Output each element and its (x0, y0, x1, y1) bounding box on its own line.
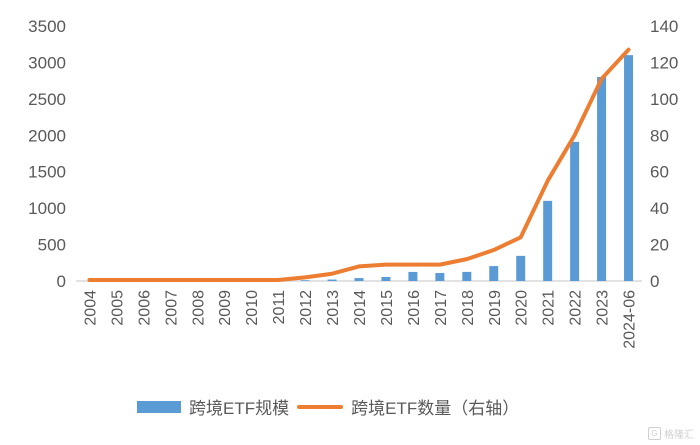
x-axis-labels: 2004 2005 2006 2007 2008 2009 2010 2011 2012 2013… (82, 290, 638, 349)
x-axis-tick: 2019 (487, 290, 504, 326)
x-axis-tick: 2010 (244, 290, 261, 326)
bar (624, 55, 634, 282)
x-axis-tick: 2013 (325, 290, 342, 326)
right-axis-tick: 60 (650, 163, 669, 182)
left-axis-tick: 1500 (28, 163, 66, 182)
watermark: G 格隆汇 (648, 426, 694, 441)
right-axis-tick: 140 (650, 17, 678, 36)
x-axis-tick: 2008 (190, 290, 207, 326)
left-axis-tick: 3500 (28, 17, 66, 36)
left-axis-tick: 3000 (28, 53, 66, 72)
right-axis-tick: 120 (650, 53, 678, 72)
bar-swatch-icon (137, 400, 181, 413)
right-axis-tick: 0 (650, 272, 659, 291)
x-axis-tick: 2024-06 (622, 290, 639, 349)
x-axis-tick: 2014 (352, 290, 369, 326)
bar (462, 271, 472, 281)
combo-chart: 0 500 1000 1500 2000 2500 3000 3500 0 20 40 60 80 10… (28, 17, 678, 349)
bar (597, 77, 607, 281)
x-axis-tick: 2017 (433, 290, 450, 326)
x-axis-tick: 2011 (271, 290, 288, 325)
x-axis-tick: 2020 (514, 290, 531, 326)
right-axis-tick: 80 (650, 126, 669, 145)
x-axis-tick: 2007 (163, 290, 180, 326)
legend: 跨境ETF规模 跨境ETF数量（右轴） (137, 394, 527, 419)
right-y-axis: 0 20 40 60 80 100 120 140 (650, 17, 678, 291)
watermark-text: 格隆汇 (664, 430, 694, 441)
legend-bar-label: 跨境ETF规模 (189, 399, 290, 418)
x-axis-tick: 2021 (541, 290, 558, 326)
left-axis-tick: 500 (38, 236, 66, 255)
bar (435, 272, 445, 281)
x-axis-tick: 2004 (82, 290, 99, 326)
left-axis-tick: 2500 (28, 90, 66, 109)
bar (354, 278, 364, 281)
legend-item-bar: 跨境ETF规模 (137, 394, 289, 419)
bar (300, 280, 310, 281)
x-axis-tick: 2023 (595, 290, 612, 326)
watermark-logo-icon: G (648, 427, 661, 440)
bar (489, 266, 499, 281)
bar (516, 255, 526, 281)
bar (408, 271, 418, 281)
right-axis-tick: 100 (650, 90, 678, 109)
line-swatch-icon (297, 404, 344, 409)
left-axis-tick: 1000 (28, 199, 66, 218)
legend-item-line: 跨境ETF数量（右轴） (297, 394, 519, 419)
left-axis-tick: 2000 (28, 126, 66, 145)
legend-line-label: 跨境ETF数量（右轴） (351, 399, 520, 418)
right-axis-tick: 20 (650, 236, 669, 255)
x-axis-tick: 2022 (568, 290, 585, 326)
x-axis-tick: 2016 (406, 290, 423, 326)
bar-series (300, 55, 634, 282)
x-axis-tick: 2012 (298, 290, 315, 326)
x-axis-tick: 2015 (379, 290, 396, 326)
x-axis-tick: 2018 (460, 290, 477, 326)
bar (543, 200, 553, 281)
bar (570, 141, 580, 281)
x-axis-tick: 2009 (217, 290, 234, 326)
right-axis-tick: 40 (650, 199, 669, 218)
line-series (87, 47, 631, 282)
left-y-axis: 0 500 1000 1500 2000 2500 3000 3500 (28, 17, 66, 291)
bar (381, 276, 391, 281)
x-axis-tick: 2006 (136, 290, 153, 326)
bar (327, 279, 337, 281)
x-axis-tick: 2005 (109, 290, 126, 326)
left-axis-tick: 0 (57, 272, 66, 291)
